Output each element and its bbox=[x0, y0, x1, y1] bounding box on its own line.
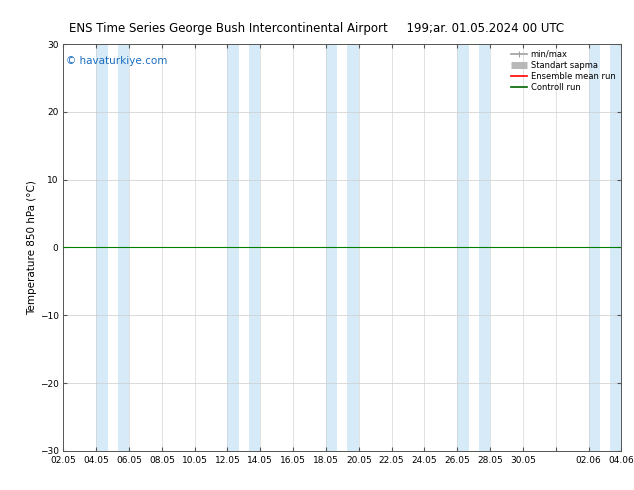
Bar bbox=[457, 44, 469, 451]
Bar bbox=[479, 44, 490, 451]
Text: © havaturkiye.com: © havaturkiye.com bbox=[66, 56, 167, 66]
Bar bbox=[249, 44, 261, 451]
Bar bbox=[588, 44, 600, 451]
Bar bbox=[347, 44, 359, 451]
Bar bbox=[610, 44, 621, 451]
Bar bbox=[326, 44, 337, 451]
Bar bbox=[117, 44, 129, 451]
Bar bbox=[96, 44, 108, 451]
Bar bbox=[228, 44, 239, 451]
Text: ENS Time Series George Bush Intercontinental Airport     199;ar. 01.05.2024 00 U: ENS Time Series George Bush Intercontine… bbox=[70, 22, 564, 35]
Legend: min/max, Standart sapma, Ensemble mean run, Controll run: min/max, Standart sapma, Ensemble mean r… bbox=[509, 49, 617, 94]
Title: ENS Time Series George Bush Intercontinental Airport    199;ar. 01.05.2024 00 UT: ENS Time Series George Bush Intercontine… bbox=[0, 489, 1, 490]
Y-axis label: Temperature 850 hPa (°C): Temperature 850 hPa (°C) bbox=[27, 180, 37, 315]
